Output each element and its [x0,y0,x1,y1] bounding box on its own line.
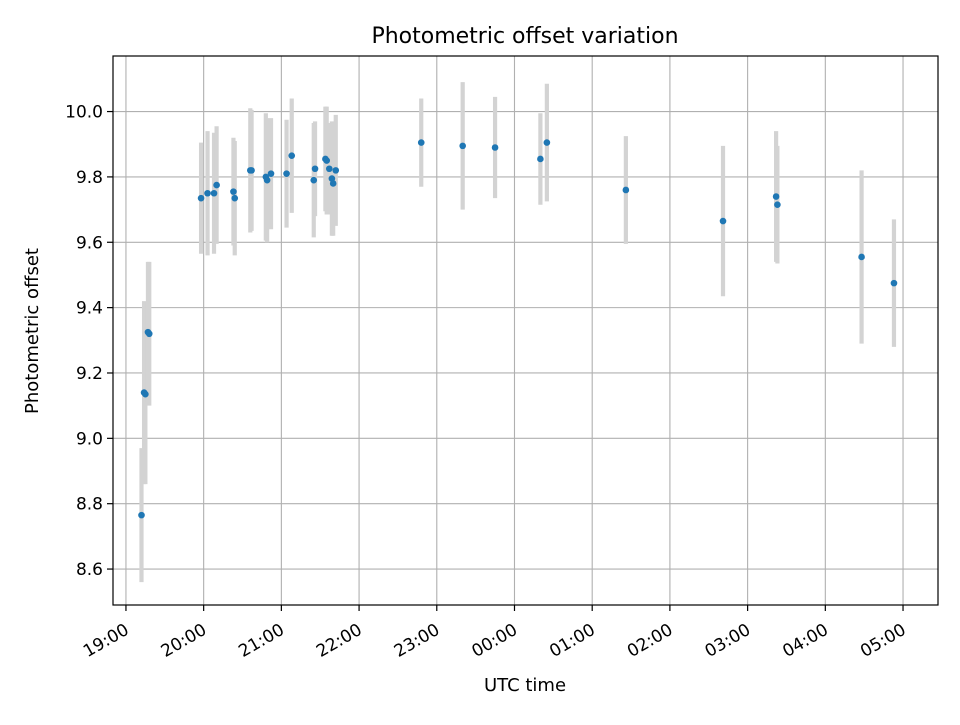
x-tick-label: 19:00 [80,620,132,662]
data-point [210,189,218,197]
data-point [231,194,239,202]
y-tick-label: 10.0 [65,103,103,123]
y-tick-label: 9.0 [76,429,103,449]
x-axis-ticks: 19:00 20:00 21:00 22:00 23:00 00:00 01:00 02:00… [80,605,910,662]
x-tick-label: 02:00 [624,620,676,662]
data-point [288,152,296,159]
data-point [774,201,781,208]
x-tick-label: 01:00 [546,620,598,662]
data-point [213,181,220,189]
grid [113,56,938,605]
data-point [537,155,544,163]
data-point [204,189,211,197]
y-tick-label: 9.4 [76,299,103,319]
x-axis-label: UTC time [484,675,566,696]
plot-frame [112,55,939,606]
data-point [323,157,330,164]
y-axis-ticks: 8.6 8.8 9.0 9.2 9.4 9.6 9.8 10.0 [65,103,113,580]
data-point [197,194,205,202]
x-tick-label: 23:00 [391,620,443,662]
y-tick-label: 9.6 [76,233,103,253]
y-tick-label: 8.8 [76,495,103,515]
data-point [248,167,255,174]
x-tick-label: 04:00 [779,620,831,662]
x-tick-label: 05:00 [857,620,909,662]
data-point [890,279,898,287]
error-bars [139,82,897,583]
data-point [858,253,865,261]
data-point [230,188,237,195]
x-tick-label: 21:00 [235,620,287,662]
data-point [310,176,318,184]
data-point [719,217,727,225]
data-point [459,142,466,150]
data-point [283,170,290,177]
y-tick-label: 9.2 [76,364,103,384]
data-point [772,193,780,200]
data-point [325,165,333,173]
data-point [417,139,425,146]
data-point [332,167,340,174]
data-point [145,330,153,338]
y-tick-label: 9.8 [76,168,103,188]
data-point [267,170,275,177]
x-tick-label: 22:00 [313,620,365,662]
data-point [543,139,551,146]
data-point [142,390,149,398]
chart-title: Photometric offset variation [371,24,678,49]
data-points [138,139,898,519]
data-point [263,176,271,184]
y-axis-label: Photometric offset [22,248,43,414]
x-tick-label: 20:00 [158,620,210,662]
data-point [622,186,630,194]
y-tick-label: 8.6 [76,560,103,580]
data-point [311,165,319,173]
data-point [329,180,337,187]
data-point [138,511,145,519]
data-point [491,144,499,151]
x-tick-label: 03:00 [702,620,754,662]
x-tick-label: 00:00 [469,620,521,662]
